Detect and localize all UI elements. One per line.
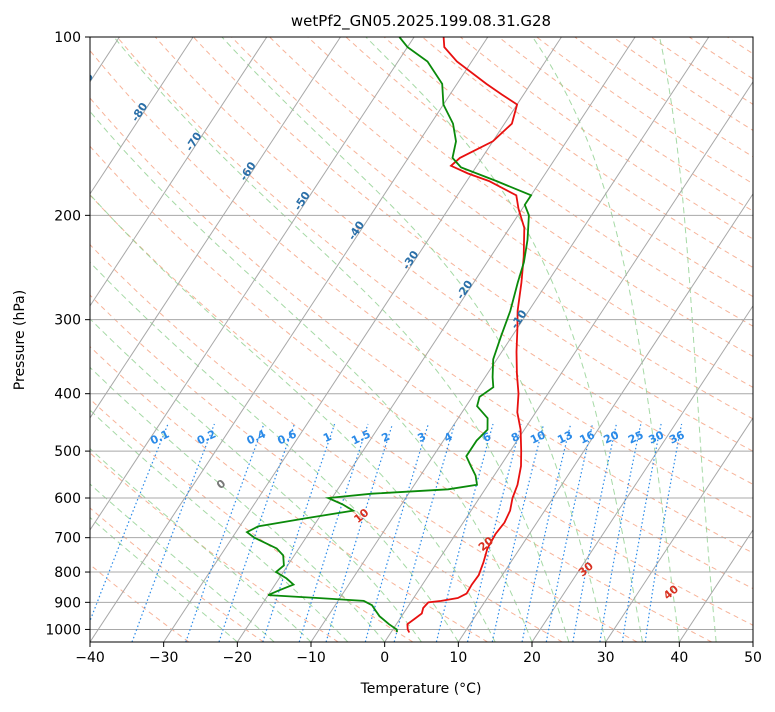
mixing-ratio-line bbox=[186, 424, 264, 642]
mixing-ratio-label: 25 bbox=[626, 428, 645, 446]
isotherm-line bbox=[237, 37, 635, 642]
isotherm-label: -30 bbox=[400, 248, 422, 272]
y-tick-label: 600 bbox=[54, 491, 81, 507]
mixing-ratio-label: 1.5 bbox=[349, 427, 372, 447]
mixing-ratio-line bbox=[645, 424, 681, 642]
mixing-ratio-label: 2 bbox=[379, 430, 391, 445]
mixing-ratio-label: 0.4 bbox=[245, 427, 268, 447]
moist-adiabat-line bbox=[366, 37, 643, 642]
dry-adiabat-line bbox=[270, 37, 775, 642]
mixing-ratio-label: 16 bbox=[577, 428, 597, 446]
dry-adiabat-line bbox=[0, 37, 488, 642]
isotherm-label: -80 bbox=[129, 100, 151, 124]
y-tick-label: 200 bbox=[54, 208, 81, 224]
moist-adiabat-label: 30 bbox=[576, 559, 596, 579]
x-tick-label: −10 bbox=[296, 650, 326, 666]
x-tick-label: −40 bbox=[75, 650, 105, 666]
isotherm-label: -60 bbox=[237, 159, 259, 183]
isotherm-line bbox=[311, 37, 709, 642]
isotherm-label: -10 bbox=[508, 307, 530, 331]
x-tick-label: 40 bbox=[670, 650, 688, 666]
dry-adiabat-line bbox=[0, 37, 413, 642]
x-tick-label: 30 bbox=[597, 650, 615, 666]
moist-adiabat-label: 40 bbox=[661, 582, 681, 602]
mixing-ratio-label: 0.2 bbox=[195, 427, 218, 447]
moist-adiabat-line bbox=[0, 37, 458, 642]
mixing-ratio-label: 30 bbox=[647, 428, 667, 446]
moist-adiabat-line bbox=[0, 37, 311, 642]
mixing-ratio-line bbox=[394, 424, 454, 642]
x-tick-label: 0 bbox=[380, 650, 389, 666]
dry-adiabat-line bbox=[689, 37, 775, 642]
y-tick-label: 700 bbox=[54, 531, 81, 547]
isotherm-line bbox=[753, 37, 775, 642]
mixing-ratio-line bbox=[132, 424, 214, 642]
moist-adiabat-line bbox=[0, 37, 274, 642]
x-tick-label: 50 bbox=[744, 650, 762, 666]
dry-adiabat-line bbox=[766, 37, 775, 642]
isotherm-label: -90 bbox=[74, 70, 96, 94]
dry-adiabat-line bbox=[79, 37, 775, 642]
dry-adiabat-line bbox=[499, 37, 775, 642]
y-axis-label: Pressure (hPa) bbox=[12, 290, 28, 390]
mixing-ratio-label: 6 bbox=[481, 430, 494, 445]
temperature-trace bbox=[407, 37, 524, 633]
x-tick-label: −20 bbox=[223, 650, 253, 666]
y-tick-label: 100 bbox=[54, 30, 81, 46]
mixing-ratio-label: 3 bbox=[416, 430, 428, 445]
mixing-ratio-line bbox=[622, 424, 661, 642]
dry-adiabat-line bbox=[3, 37, 775, 642]
mixing-ratio-line bbox=[573, 424, 617, 642]
isotherm-label: -20 bbox=[454, 278, 476, 302]
y-tick-label: 400 bbox=[54, 387, 81, 403]
dry-adiabat-line bbox=[0, 37, 189, 642]
x-tick-label: −30 bbox=[149, 650, 179, 666]
chart-title: wetPf2_GN05.2025.199.08.31.G28 bbox=[291, 12, 551, 31]
mixing-ratio-label: 0.6 bbox=[275, 427, 298, 447]
dry-adiabat-line bbox=[727, 37, 775, 642]
y-tick-label: 800 bbox=[54, 565, 81, 581]
isotherm-line bbox=[164, 37, 562, 642]
mixing-ratio-label: 20 bbox=[602, 428, 622, 446]
mixing-ratio-label: 10 bbox=[528, 428, 548, 446]
isotherm-line bbox=[16, 37, 414, 642]
y-tick-label: 300 bbox=[54, 313, 81, 329]
y-tick-label: 900 bbox=[54, 595, 81, 611]
isotherm-label: -70 bbox=[183, 130, 205, 154]
isotherm-label: -50 bbox=[291, 189, 313, 213]
mixing-ratio-line bbox=[263, 424, 335, 642]
isotherm-line bbox=[0, 37, 193, 642]
isotherm-label: -40 bbox=[345, 218, 367, 242]
mixing-ratio-line bbox=[600, 424, 641, 642]
dry-adiabat-line bbox=[0, 37, 264, 642]
y-tick-label: 1000 bbox=[45, 622, 81, 638]
mixing-ratio-label: 0.1 bbox=[148, 427, 171, 447]
isotherm-line bbox=[385, 37, 775, 642]
dry-adiabat-line bbox=[422, 37, 775, 642]
dry-adiabat-line bbox=[0, 37, 712, 642]
isotherm-label: -100 bbox=[18, 37, 44, 67]
moist-adiabat-line bbox=[0, 37, 422, 642]
y-tick-label: 500 bbox=[54, 444, 81, 460]
x-tick-label: 10 bbox=[449, 650, 467, 666]
moist-adiabat-line bbox=[0, 37, 237, 642]
dry-adiabat-line bbox=[575, 37, 775, 642]
moist-adiabat-line bbox=[0, 37, 495, 642]
mixing-ratio-label: 4 bbox=[442, 430, 455, 445]
isotherm-line bbox=[90, 37, 488, 642]
mixing-ratio-label: 36 bbox=[667, 428, 687, 446]
mixing-ratio-label: 13 bbox=[555, 428, 574, 446]
x-tick-label: 20 bbox=[523, 650, 541, 666]
dry-adiabat-line bbox=[651, 37, 775, 642]
mixing-ratio-line bbox=[522, 424, 571, 642]
x-axis-label: Temperature (°C) bbox=[360, 681, 482, 697]
dry-adiabat-line bbox=[117, 37, 775, 642]
plot-area: -100 -90 -80 -70 -60 -50 -40 -30 -20 -10 0.1 0.2 0.4… bbox=[0, 37, 775, 642]
